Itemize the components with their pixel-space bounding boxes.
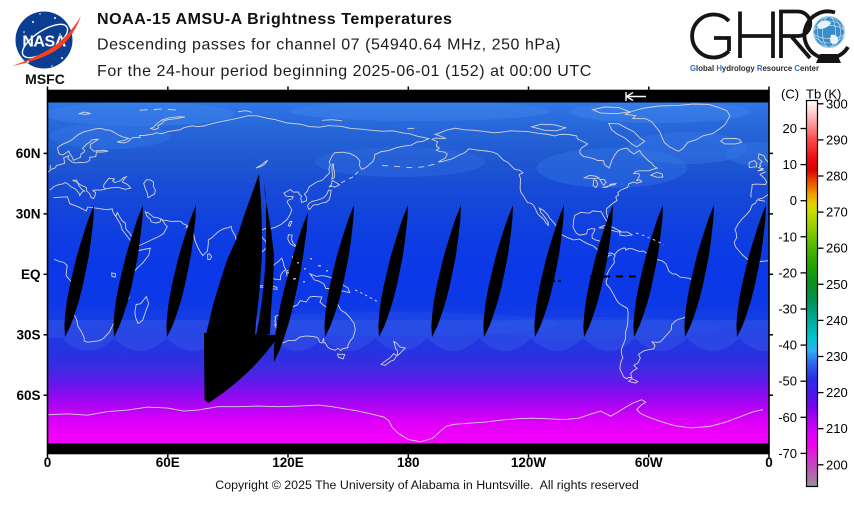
- svg-text:200: 200: [826, 457, 848, 472]
- svg-text:0: 0: [790, 193, 797, 208]
- svg-text:20: 20: [783, 121, 797, 136]
- svg-text:Global Hydrology Resource Cent: Global Hydrology Resource Center: [690, 63, 820, 73]
- svg-text:220: 220: [826, 385, 848, 400]
- svg-text:-40: -40: [778, 338, 797, 353]
- svg-text:30S: 30S: [16, 328, 40, 343]
- svg-text:-60: -60: [778, 410, 797, 425]
- svg-text:230: 230: [826, 349, 848, 364]
- svg-text:180: 180: [397, 455, 420, 470]
- svg-text:60N: 60N: [16, 146, 41, 161]
- svg-text:60W: 60W: [635, 455, 663, 470]
- svg-text:-70: -70: [778, 446, 797, 461]
- svg-text:-20: -20: [778, 265, 797, 280]
- svg-text:NOAA-15 AMSU-A Brightness Temp: NOAA-15 AMSU-A Brightness Temperatures: [97, 11, 452, 28]
- svg-text:MSFC: MSFC: [25, 71, 65, 87]
- svg-text:240: 240: [826, 313, 848, 328]
- svg-text:For the 24-hour period beginni: For the 24-hour period beginning 2025-06…: [97, 63, 592, 80]
- svg-text:30N: 30N: [16, 207, 41, 222]
- svg-text:300: 300: [826, 96, 848, 111]
- svg-text:290: 290: [826, 132, 848, 147]
- svg-text:EQ: EQ: [21, 267, 41, 282]
- svg-text:120W: 120W: [511, 455, 547, 470]
- svg-text:0: 0: [765, 455, 773, 470]
- svg-text:120E: 120E: [272, 455, 304, 470]
- svg-text:0: 0: [44, 455, 52, 470]
- svg-text:280: 280: [826, 169, 848, 184]
- svg-text:270: 270: [826, 205, 848, 220]
- svg-text:-50: -50: [778, 374, 797, 389]
- svg-text:260: 260: [826, 241, 848, 256]
- svg-text:10: 10: [783, 157, 797, 172]
- svg-text:Copyright © 2025 The Universit: Copyright © 2025 The University of Alaba…: [215, 478, 639, 492]
- svg-text:60E: 60E: [156, 455, 180, 470]
- svg-text:-10: -10: [778, 229, 797, 244]
- svg-text:-30: -30: [778, 302, 797, 317]
- svg-text:Descending passes for channel: Descending passes for channel 07 (54940.…: [97, 37, 561, 54]
- svg-text:60S: 60S: [16, 388, 40, 403]
- svg-text:(C): (C): [781, 87, 799, 102]
- svg-text:Tb: Tb: [806, 87, 821, 102]
- svg-text:250: 250: [826, 277, 848, 292]
- svg-text:(K): (K): [824, 87, 841, 102]
- svg-text:210: 210: [826, 421, 848, 436]
